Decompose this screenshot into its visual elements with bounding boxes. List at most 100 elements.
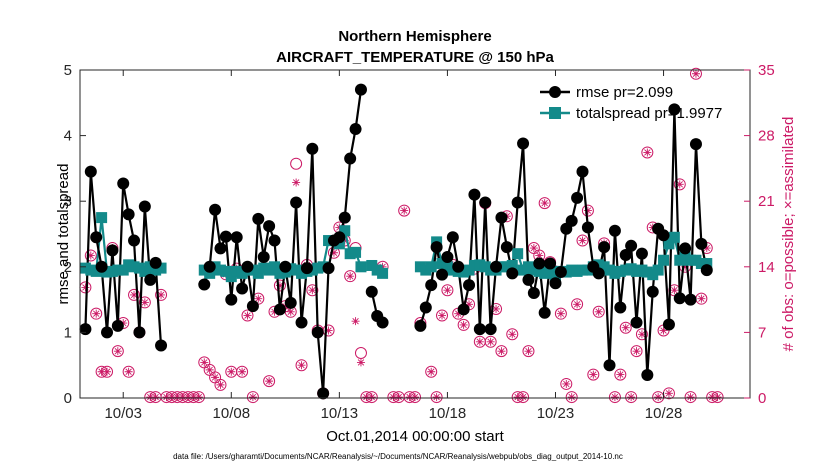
obs-possible-point	[571, 298, 584, 311]
totalspread-point	[96, 212, 108, 224]
rmse-point	[95, 260, 108, 273]
obs-possible-point	[457, 318, 470, 331]
y-axis-label: rmse and totalspread	[55, 164, 72, 305]
rmse-point	[500, 241, 513, 254]
obs-assimilated-point	[162, 393, 171, 402]
rmse-point	[90, 231, 103, 244]
rmse-point	[284, 296, 297, 309]
obs-assimilated-point	[265, 377, 274, 386]
rmse-point	[657, 229, 670, 242]
obs-possible-point	[576, 234, 589, 247]
obs-possible-point	[155, 288, 168, 301]
rmse-point	[695, 237, 708, 250]
obs-assimilated-point	[492, 304, 501, 313]
rmse-point	[511, 196, 524, 209]
totalspread-point	[204, 267, 216, 279]
obs-assimilated-point	[103, 367, 112, 376]
obs-assimilated-point	[443, 286, 452, 295]
rmse-point	[662, 318, 675, 331]
rmse-point	[322, 262, 335, 275]
obs-assimilated-point	[292, 178, 301, 187]
rmse-point	[344, 152, 357, 165]
legend-totalspread-marker	[549, 107, 561, 119]
obs-possible-point	[635, 328, 648, 341]
obs-assimilated-point	[529, 244, 538, 253]
totalspread-point	[506, 259, 518, 271]
obs-assimilated-point	[92, 309, 101, 318]
obs-possible-point	[641, 146, 654, 159]
obs-assimilated-point	[124, 367, 133, 376]
obs-assimilated-point	[556, 309, 565, 318]
obs-assimilated-point	[632, 347, 641, 356]
rmse-point	[295, 316, 308, 329]
obs-possible-point	[689, 67, 702, 80]
obs-assimilated-point	[519, 393, 528, 402]
obs-assimilated-point	[254, 294, 263, 303]
obs-assimilated-point	[691, 69, 700, 78]
totalspread-point	[333, 238, 345, 250]
obs-assimilated-point	[535, 251, 544, 260]
rmse-point	[300, 262, 313, 275]
obs-assimilated-point	[675, 180, 684, 189]
rmse-point	[354, 83, 367, 96]
rmse-point	[544, 257, 557, 270]
obs-assimilated-point	[465, 300, 474, 309]
totalspread-point	[350, 246, 362, 258]
obs-assimilated-point	[686, 393, 695, 402]
rmse-point	[214, 242, 227, 255]
rmse-point	[576, 165, 589, 178]
rmse-point	[619, 248, 632, 261]
obs-assimilated-point	[243, 311, 252, 320]
obs-assimilated-point	[194, 393, 203, 402]
legend-rmse-marker	[549, 86, 561, 98]
rmse-point	[279, 260, 292, 273]
rmse-point	[133, 326, 146, 339]
rmse-point	[625, 239, 638, 252]
obs-assimilated-point	[297, 361, 306, 370]
obs-assimilated-point	[654, 393, 663, 402]
rmse-point	[608, 224, 621, 237]
rmse-point	[246, 300, 259, 313]
obs-assimilated-point	[643, 148, 652, 157]
rmse-point	[490, 260, 503, 273]
obs-possible-point	[506, 328, 519, 341]
rmse-point	[495, 211, 508, 224]
plot-frame	[79, 69, 751, 399]
rmse-point	[614, 301, 627, 314]
legend: rmse pr=2.099 totalspread pr=1.9977	[540, 84, 722, 122]
obs-assimilated-point	[367, 393, 376, 402]
rmse-point	[117, 177, 130, 190]
obs-assimilated-point	[540, 199, 549, 208]
obs-assimilated-point	[151, 393, 160, 402]
obs-possible-point	[565, 391, 578, 404]
rmse-point	[419, 301, 432, 314]
obs-assimilated-point	[113, 347, 122, 356]
rmse-point	[225, 293, 238, 306]
totalspread-point	[663, 238, 675, 250]
rmse-point	[441, 250, 454, 263]
totalspread-point	[377, 267, 389, 279]
rmse-point	[533, 257, 546, 270]
obs-assimilated-point	[583, 206, 592, 215]
rmse-point	[236, 282, 249, 295]
obs-possible-point	[241, 309, 254, 322]
obs-possible-point	[554, 307, 567, 320]
rmse-point	[436, 268, 449, 281]
rmse-point	[263, 220, 276, 233]
rmse-point	[230, 231, 243, 244]
rmse-point	[122, 208, 135, 221]
rmse-point	[689, 138, 702, 151]
obs-possible-point	[90, 307, 103, 320]
y2-axis-label: # of obs: o=possible; ×=assimilated	[780, 117, 797, 352]
rmse-point	[209, 203, 222, 216]
obs-assimilated-point	[205, 365, 214, 374]
rmse-point	[333, 231, 346, 244]
rmse-point	[517, 137, 530, 150]
obs-possible-point	[111, 345, 124, 358]
x-tick-label: 10/18	[429, 405, 467, 422]
totalspread-point	[269, 261, 281, 273]
obs-possible-point	[246, 391, 259, 404]
rmse-point	[538, 306, 551, 319]
obs-possible-point	[441, 284, 454, 297]
rmse-point	[290, 196, 303, 209]
